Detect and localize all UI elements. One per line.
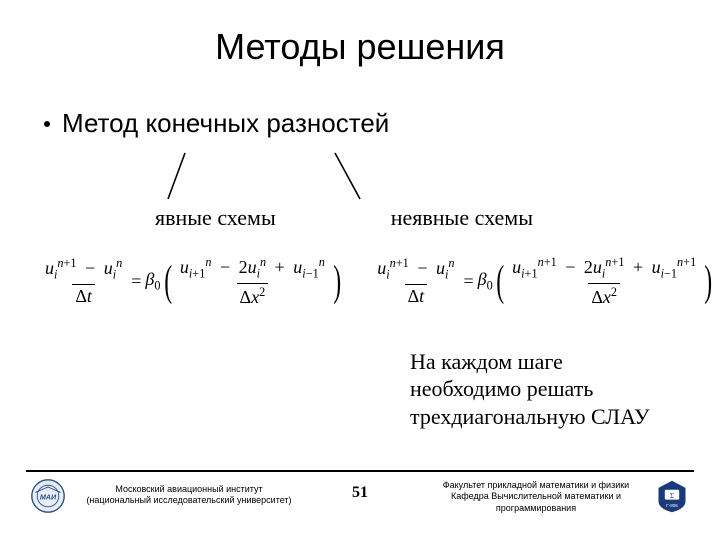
branch-labels: явные схемы неявные схемы xyxy=(40,205,680,231)
equation-explicit: uin+1 − uin Δt = β0 ( ui+1n − 2uin + ui−… xyxy=(40,255,344,308)
branch-svg xyxy=(40,149,680,205)
bullet-icon xyxy=(44,121,50,127)
svg-text:МАИ: МАИ xyxy=(40,493,57,502)
page-number: 51 xyxy=(352,484,368,502)
dept-logo-icon: Σ Г-805 xyxy=(654,478,690,514)
note-line-2: необходимо решать xyxy=(410,375,680,403)
svg-text:Σ: Σ xyxy=(670,492,674,500)
mai-logo-icon: МАИ xyxy=(30,478,66,514)
footer-left-text: Московский авиационный институт (национа… xyxy=(74,484,304,507)
equations-row: uin+1 − uin Δt = β0 ( ui+1n − 2uin + ui−… xyxy=(40,255,680,308)
note-text: На каждом шаге необходимо решать трехдиа… xyxy=(410,348,680,431)
slide: Методы решения Метод конечных разностей … xyxy=(0,0,720,540)
left-branch-label: явные схемы xyxy=(155,205,276,231)
footer-left-l2: (национальный исследовательский универси… xyxy=(74,495,304,506)
footer-right-l3: программирования xyxy=(426,503,646,514)
right-branch-label: неявные схемы xyxy=(391,205,533,231)
bullet-item: Метод конечных разностей xyxy=(44,108,680,139)
footer-divider xyxy=(26,470,694,472)
bullet-text: Метод конечных разностей xyxy=(62,108,389,138)
footer-right-l2: Кафедра Вычислительной математики и xyxy=(426,491,646,502)
slide-title: Методы решения xyxy=(40,26,680,68)
note-line-3: трехдиагональную СЛАУ xyxy=(410,403,680,431)
note-line-1: На каждом шаге xyxy=(410,348,680,376)
footer-right-l1: Факультет прикладной математики и физики xyxy=(426,480,646,491)
footer: МАИ Московский авиационный институт (нац… xyxy=(0,470,720,526)
branch-lines xyxy=(40,149,680,205)
footer-right-text: Факультет прикладной математики и физики… xyxy=(426,480,646,514)
equation-implicit: uin+1 − uin Δt = β0 ( ui+1n+1 − 2uin+1 +… xyxy=(372,255,715,308)
footer-left-l1: Московский авиационный институт xyxy=(74,484,304,495)
svg-text:Г-805: Г-805 xyxy=(666,503,678,508)
